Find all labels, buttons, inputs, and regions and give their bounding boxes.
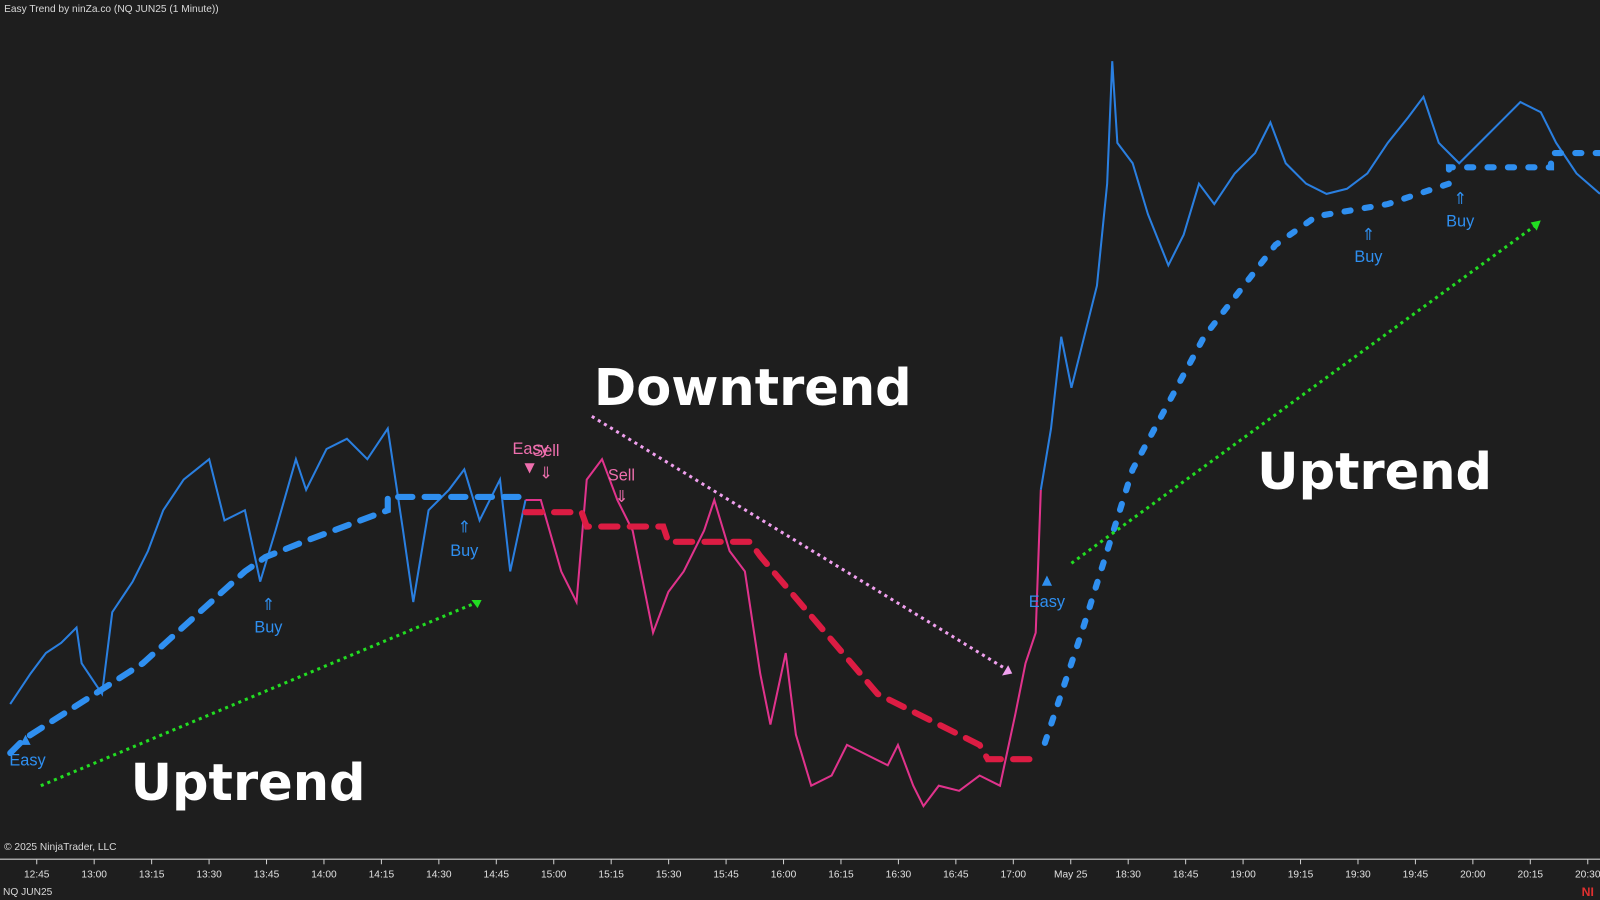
arrow bbox=[591, 415, 1009, 672]
signal-label: Sell bbox=[608, 467, 635, 485]
arrow bbox=[1070, 223, 1538, 565]
buy-arrow: ⇑ bbox=[262, 596, 276, 614]
time-label: 15:30 bbox=[656, 870, 682, 881]
trend-line-up-2 bbox=[1041, 150, 1600, 746]
time-label: 14:15 bbox=[369, 870, 395, 881]
time-label: 15:45 bbox=[713, 870, 739, 881]
time-label: 16:15 bbox=[828, 870, 854, 881]
signal-label: Sell bbox=[532, 442, 559, 460]
time-label: 20:15 bbox=[1518, 870, 1544, 881]
buy-triangle bbox=[20, 734, 31, 745]
sell-triangle bbox=[524, 463, 535, 474]
brand: NI bbox=[1582, 885, 1594, 899]
time-label: 16:00 bbox=[771, 870, 797, 881]
sell-arrow: ⇓ bbox=[539, 465, 553, 483]
price-downtrend bbox=[525, 457, 1042, 809]
time-axis: 12:45 13:00 13:15 13:30 13:45 14:00 14:15 14:30… bbox=[24, 859, 1600, 881]
price-uptrend-2 bbox=[1039, 61, 1600, 490]
buy-arrow: ⇑ bbox=[1362, 226, 1376, 244]
time-label: 19:00 bbox=[1230, 870, 1256, 881]
buy-triangle bbox=[1041, 575, 1053, 586]
time-label: 17:00 bbox=[1001, 870, 1027, 881]
buy-arrow: ⇑ bbox=[1453, 190, 1467, 208]
arrow-head bbox=[1530, 220, 1541, 231]
trend-line-up-1 bbox=[7, 493, 529, 757]
time-label: 19:45 bbox=[1403, 870, 1429, 881]
time-label: 13:15 bbox=[139, 870, 165, 881]
time-label: 15:15 bbox=[598, 870, 624, 881]
signal-label: Buy bbox=[1354, 248, 1383, 266]
time-label: 18:30 bbox=[1115, 870, 1141, 881]
time-label: 19:15 bbox=[1288, 870, 1314, 881]
copyright: © 2025 NinjaTrader, LLC bbox=[4, 842, 116, 853]
buy-arrow: ⇑ bbox=[457, 519, 471, 537]
time-label: 13:00 bbox=[81, 870, 107, 881]
signal-label: Buy bbox=[1446, 213, 1475, 231]
time-label: 14:45 bbox=[484, 870, 510, 881]
annotation: Uptrend bbox=[1257, 443, 1492, 502]
time-label: 13:45 bbox=[254, 870, 280, 881]
time-label: 15:00 bbox=[541, 870, 567, 881]
time-label: 19:30 bbox=[1345, 870, 1371, 881]
time-label: 16:45 bbox=[943, 870, 969, 881]
time-label: 13:30 bbox=[196, 870, 222, 881]
arrow-head bbox=[471, 600, 482, 609]
signal-label: Easy bbox=[512, 440, 549, 458]
time-label: 12:45 bbox=[24, 870, 50, 881]
signal-label: Buy bbox=[450, 542, 479, 560]
time-label: 20:30 bbox=[1575, 870, 1600, 881]
window-title: Easy Trend by ninZa.co (NQ JUN25 (1 Minu… bbox=[4, 4, 219, 15]
signal-label: Easy bbox=[9, 751, 46, 769]
signal-label: Easy bbox=[1029, 593, 1066, 611]
time-label: 14:30 bbox=[426, 870, 452, 881]
time-label: 16:30 bbox=[886, 870, 912, 881]
sell-arrow: ⇓ bbox=[615, 488, 629, 506]
instrument: NQ JUN25 bbox=[3, 887, 53, 898]
trend-line-down bbox=[522, 509, 1044, 763]
arrow bbox=[40, 600, 479, 788]
time-label: May 25 bbox=[1054, 870, 1088, 881]
time-label: 18:45 bbox=[1173, 870, 1199, 881]
arrow-head bbox=[1002, 665, 1013, 676]
annotation: Downtrend bbox=[594, 359, 912, 418]
annotation: Uptrend bbox=[131, 754, 366, 813]
signal-label: Buy bbox=[254, 619, 283, 637]
time-label: 20:00 bbox=[1460, 870, 1486, 881]
time-label: 14:00 bbox=[311, 870, 337, 881]
